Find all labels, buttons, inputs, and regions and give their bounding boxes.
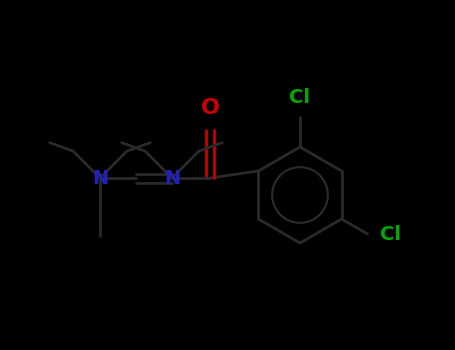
- Text: N: N: [164, 168, 180, 188]
- Text: Cl: Cl: [289, 88, 310, 107]
- Text: N: N: [92, 168, 108, 188]
- Text: Cl: Cl: [379, 224, 400, 244]
- Text: O: O: [201, 98, 219, 118]
